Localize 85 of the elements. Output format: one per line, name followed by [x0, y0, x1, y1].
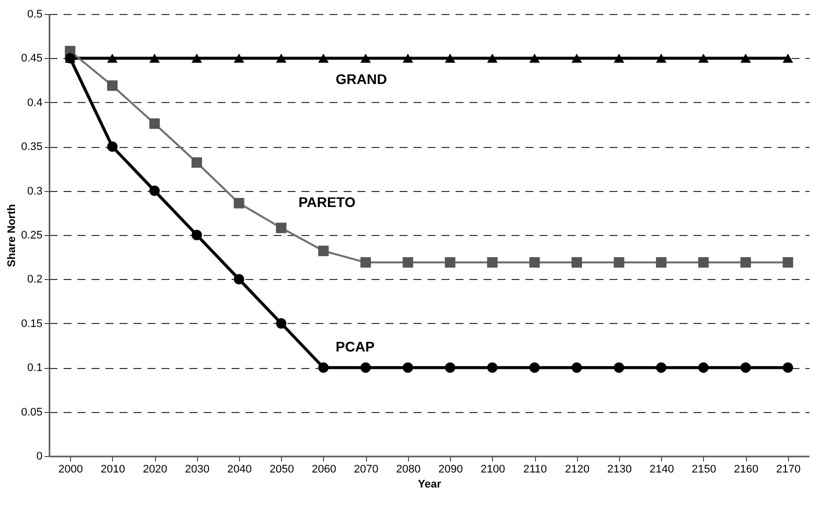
point	[234, 54, 244, 63]
point	[234, 274, 244, 284]
x-tick-label: 2010	[100, 464, 126, 476]
y-tick-label: 0.35	[21, 141, 42, 154]
point	[149, 118, 160, 129]
point	[740, 257, 751, 268]
x-tick-label: 2080	[396, 464, 421, 476]
y-tick-label: 0.15	[21, 318, 42, 330]
series-label: PARETO	[298, 194, 356, 210]
point	[656, 54, 666, 63]
x-tick-label: 2110	[523, 464, 547, 476]
point	[614, 362, 624, 373]
x-tick-label: 2120	[565, 464, 590, 476]
series-label: GRAND	[336, 71, 388, 88]
point	[656, 257, 666, 268]
x-tick-label: 2150	[692, 464, 716, 476]
y-tick-label: 0.1	[27, 362, 42, 374]
point	[276, 222, 286, 234]
point	[740, 362, 751, 373]
point	[360, 257, 371, 268]
point	[318, 362, 329, 373]
y-tick-label: 0.45	[21, 52, 42, 65]
point	[487, 54, 498, 63]
point	[107, 80, 118, 91]
point	[402, 362, 414, 373]
point	[487, 362, 498, 373]
point	[402, 257, 414, 268]
point	[487, 257, 498, 268]
x-axis-title: Year	[418, 478, 442, 490]
point	[698, 257, 709, 268]
point	[529, 54, 540, 63]
point	[107, 141, 118, 152]
point	[107, 54, 118, 63]
point	[318, 54, 329, 63]
x-tick-label: 2020	[142, 464, 168, 476]
point	[444, 362, 456, 373]
point	[276, 54, 286, 63]
x-tick-label: 2060	[312, 464, 336, 476]
x-tick-label: 2090	[438, 464, 463, 476]
x-tick-label: 2100	[480, 464, 506, 476]
x-tick-label: 2170	[776, 464, 801, 476]
y-tick-label: 0.2	[27, 274, 42, 286]
point	[782, 257, 794, 268]
point	[318, 246, 329, 256]
point	[740, 54, 751, 63]
point	[529, 257, 540, 268]
point	[444, 54, 456, 63]
point	[192, 230, 202, 240]
y-axis-title: Share North	[6, 204, 18, 267]
point	[656, 362, 666, 373]
point	[698, 54, 709, 63]
x-tick-label: 2050	[269, 464, 294, 476]
point	[234, 198, 244, 208]
point	[572, 54, 582, 63]
y-tick-label: 0	[36, 450, 42, 462]
point	[782, 54, 794, 63]
point	[782, 362, 794, 373]
point	[614, 54, 624, 63]
point	[614, 257, 624, 268]
point	[149, 54, 160, 63]
point	[572, 362, 582, 373]
point	[572, 257, 582, 268]
y-tick-label: 0.5	[27, 8, 42, 20]
x-tick-label: 2070	[354, 464, 378, 476]
point	[360, 362, 371, 373]
point	[192, 54, 202, 63]
x-tick-label: 2140	[649, 464, 674, 476]
point	[276, 318, 286, 329]
point	[698, 362, 709, 373]
y-tick-label: 0.05	[21, 406, 42, 418]
x-tick-label: 2000	[58, 464, 83, 476]
point	[192, 157, 202, 168]
point	[149, 186, 160, 196]
point	[402, 54, 414, 63]
point	[360, 54, 371, 63]
x-tick-label: 2030	[185, 464, 210, 476]
y-tick-label: 0.4	[27, 96, 42, 109]
y-tick-label: 0.25	[21, 230, 42, 242]
series-label: PCAP	[336, 338, 375, 355]
x-tick-label: 2130	[607, 464, 632, 476]
point	[529, 362, 540, 373]
point	[444, 257, 456, 268]
y-tick-label: 0.3	[27, 185, 42, 198]
x-tick-label: 2040	[227, 464, 252, 476]
x-tick-label: 2160	[734, 464, 758, 476]
